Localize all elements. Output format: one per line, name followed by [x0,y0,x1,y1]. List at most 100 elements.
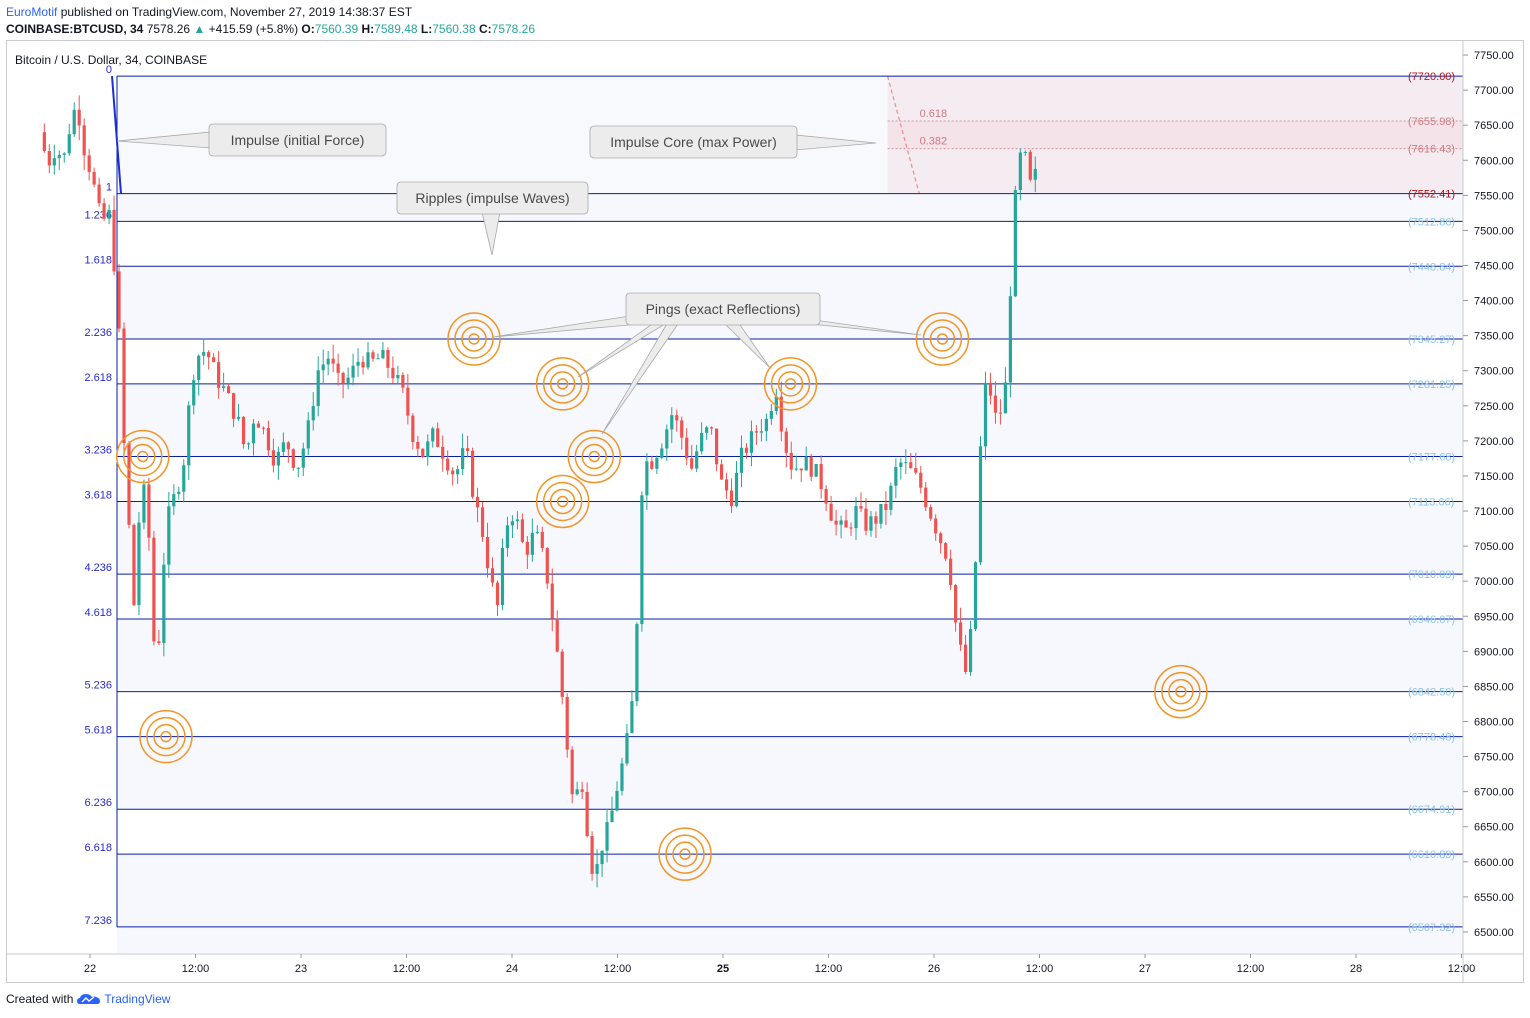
core-callout-text: Impulse Core (max Power) [610,134,777,150]
x-tick-label: 24 [506,963,518,975]
reflection-ring [581,443,608,470]
candle-body [346,377,350,384]
y-tick-label: 6950.00 [1474,611,1514,623]
candle-body [605,822,609,851]
chart-title: Bitcoin / U.S. Dollar, 34, COINBASE [15,53,207,67]
candle-body [640,495,644,625]
candle-body [769,411,773,419]
fib-price-label: (6610.89) [1408,849,1455,861]
candle-body [764,418,768,432]
candle-body [371,352,375,359]
reflection-ring [777,371,804,397]
candle-body [939,533,943,544]
candle-body [366,352,370,368]
candle-body [386,350,390,368]
y-tick-label: 7200.00 [1474,436,1514,448]
candle-body [899,462,903,468]
reflection-ring [556,378,569,390]
reflection-ring [915,312,970,366]
fib-price-label: (6507.32) [1408,922,1455,934]
candle-body [475,496,480,508]
candle-body [411,415,415,443]
candle-body [998,412,1003,414]
footer: Created with TradingView [6,992,170,1006]
fib-ratio-label: 7.236 [84,915,112,927]
reflection-ring [1154,664,1208,719]
core-zone-ratio-label: 0.382 [920,136,948,148]
candle-body [520,519,524,542]
candle-body [500,547,505,606]
candle-body [276,451,280,466]
candle-body [271,450,276,466]
candle-body [944,543,948,559]
candle-body [814,464,818,477]
candle-body [610,810,614,823]
candle-body [739,447,744,473]
candle-body [744,447,749,453]
candle-body [988,382,993,396]
candle-body [226,386,231,394]
candle-body [490,568,495,583]
pings-callout-box [625,292,821,326]
candle-body [331,358,335,364]
candle-body [869,516,873,531]
author-link[interactable]: EuroMotif [6,5,58,19]
candle-body [958,622,963,645]
candle-body [535,531,539,533]
candle-body [620,763,624,791]
y-tick-label: 7300.00 [1474,366,1514,378]
candle-body [291,449,295,468]
y-tick-label: 6650.00 [1474,822,1514,834]
price-change: +415.59 (+5.8%) [208,22,299,36]
candle-body [824,489,828,504]
candle-body [655,457,659,469]
fib-price-label: (7177.68) [1408,452,1455,464]
reflection-ring [658,827,712,881]
reflection-ring [784,378,797,390]
high-label: H: [361,22,375,36]
close-value: 7578.26 [491,22,536,36]
ripples-callout-text: Ripples (impulse Waves) [415,190,569,206]
candle-body [97,184,101,204]
candle-body [665,429,669,449]
candle-body [127,443,131,525]
candle-body [266,428,271,451]
fib-ratio-label: 5.618 [84,725,112,737]
candle-body [92,171,96,185]
candle-body [107,209,111,219]
candle-body [311,405,315,421]
fib-ratio-label: 2.618 [84,372,112,384]
candle-body [983,382,988,447]
candle-body [1033,168,1037,180]
candle-body [256,423,261,428]
y-tick-label: 7550.00 [1474,190,1514,202]
tradingview-link[interactable]: TradingView [104,992,171,1006]
x-tick-label: 12:00 [1448,963,1476,975]
fib-price-label: (7010.09) [1408,569,1455,581]
candle-body [167,506,171,565]
candle-body [909,462,913,469]
candle-body [550,583,554,619]
candle-body [296,467,300,469]
fib-price-label: (7345.27) [1408,334,1455,346]
y-tick-label: 7350.00 [1474,331,1514,343]
candle-body [749,431,754,453]
candle-body [441,446,445,459]
candle-body [495,582,500,606]
candle-body [625,733,629,764]
candle-body [630,701,634,734]
fib-ratio-label: 6.236 [84,797,112,809]
candle-body [600,850,604,865]
candle-body [724,479,729,491]
y-tick-label: 7050.00 [1474,541,1514,553]
core-callout-box [589,125,798,159]
created-with-label: Created with [6,992,74,1006]
x-tick-label: 28 [1350,963,1362,975]
candle-body [82,125,86,156]
reflection-ring [922,319,963,359]
x-tick-label: 12:00 [182,963,210,975]
candle-body [784,431,788,453]
last-price: 7578.26 [146,22,191,36]
x-tick-label: 12:00 [604,963,632,975]
